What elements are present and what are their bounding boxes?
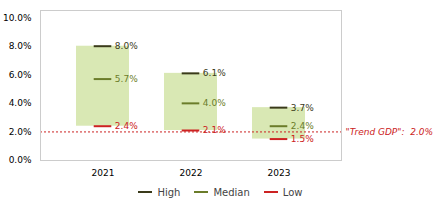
svg-text:2.0%: 2.0%	[9, 127, 32, 137]
svg-text:2021: 2021	[92, 168, 115, 178]
svg-text:8.0%: 8.0%	[9, 41, 32, 51]
svg-text:1.5%: 1.5%	[291, 134, 314, 144]
svg-text:4.0%: 4.0%	[203, 98, 226, 108]
svg-text:6.1%: 6.1%	[203, 68, 226, 78]
svg-text:0.0%: 0.0%	[9, 155, 32, 165]
svg-text:2.4%: 2.4%	[291, 121, 314, 131]
svg-text:3.7%: 3.7%	[291, 103, 314, 113]
svg-text:8.0%: 8.0%	[115, 41, 138, 51]
svg-text:10.0%: 10.0%	[3, 13, 32, 23]
svg-text:6.0%: 6.0%	[9, 70, 32, 80]
html-text:Low: Low	[282, 186, 303, 198]
svg-text:5.7%: 5.7%	[115, 74, 138, 84]
html-text:High: High	[157, 186, 181, 198]
svg-text:2022: 2022	[180, 168, 203, 178]
svg-text:2.4%: 2.4%	[115, 121, 138, 131]
svg-text:"Trend GDP": 2.0%: "Trend GDP": 2.0%	[346, 127, 434, 137]
svg-text:4.0%: 4.0%	[9, 98, 32, 108]
svg-text:2.1%: 2.1%	[203, 125, 226, 135]
html-text:Median: Median	[213, 186, 250, 198]
svg-text:2023: 2023	[268, 168, 291, 178]
